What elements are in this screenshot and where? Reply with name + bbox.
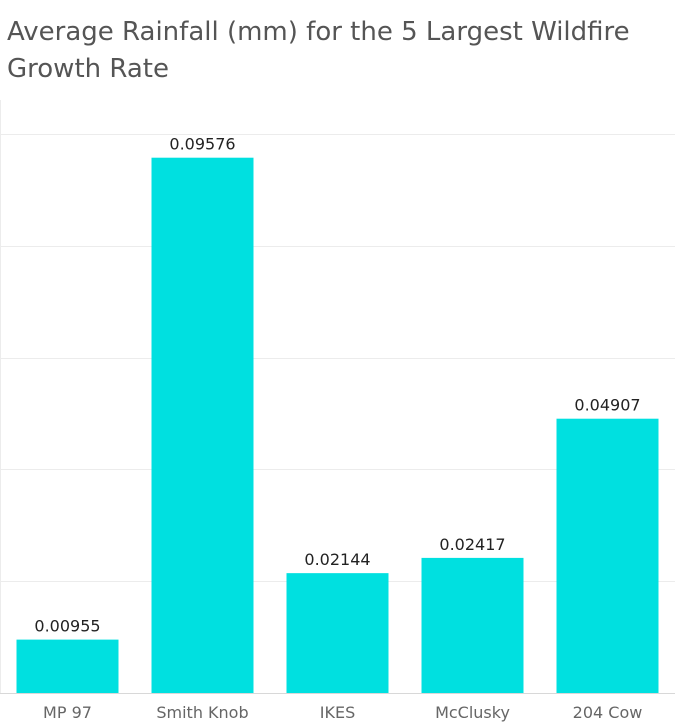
x-tick-label: Smith Knob (156, 703, 248, 722)
x-tick-label: IKES (320, 703, 355, 722)
value-label: 0.04907 (574, 396, 640, 415)
x-tick-label: MP 97 (43, 703, 92, 722)
value-label: 0.09576 (169, 135, 235, 154)
value-label: 0.02144 (304, 550, 370, 569)
x-tick-label: McClusky (435, 703, 510, 722)
bar[interactable] (421, 557, 524, 693)
bars (16, 157, 659, 693)
bar[interactable] (286, 573, 389, 693)
value-label: 0.02417 (439, 535, 505, 554)
value-label: 0.00955 (34, 617, 100, 636)
chart-title: Average Rainfall (mm) for the 5 Largest … (7, 17, 630, 84)
value-labels: 0.00955 0.09576 0.02144 0.02417 0.04907 (34, 135, 640, 636)
x-tick-label: 204 Cow (573, 703, 643, 722)
bar[interactable] (151, 157, 254, 693)
bar[interactable] (556, 418, 659, 693)
x-tick-labels: MP 97 Smith Knob IKES McClusky 204 Cow (43, 703, 642, 722)
bar[interactable] (16, 639, 119, 693)
